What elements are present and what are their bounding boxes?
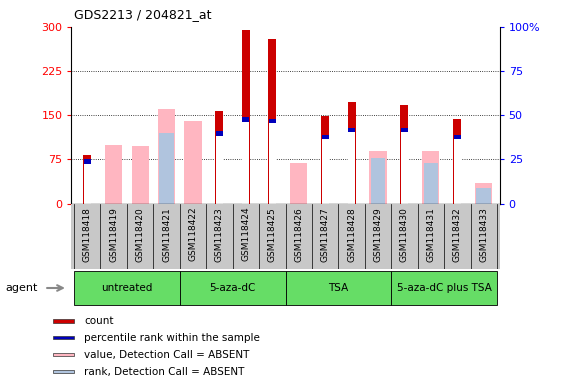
Text: 5-aza-dC: 5-aza-dC — [210, 283, 256, 293]
Bar — [84, 164, 91, 204]
Text: GSM118425: GSM118425 — [268, 207, 277, 262]
Text: GSM118422: GSM118422 — [188, 207, 198, 262]
Text: rank, Detection Call = ABSENT: rank, Detection Call = ABSENT — [84, 367, 244, 377]
Bar — [475, 183, 492, 204]
Text: GSM118420: GSM118420 — [135, 207, 144, 262]
Text: untreated: untreated — [101, 283, 152, 293]
Bar — [401, 132, 408, 204]
Bar — [84, 159, 91, 204]
Bar — [105, 145, 122, 204]
Bar — [453, 119, 461, 204]
Bar — [401, 127, 408, 204]
Text: GSM118431: GSM118431 — [427, 207, 436, 262]
Text: GSM118430: GSM118430 — [400, 207, 409, 262]
Bar — [243, 122, 249, 204]
FancyBboxPatch shape — [286, 271, 391, 305]
Bar — [269, 119, 276, 204]
Text: GSM118426: GSM118426 — [294, 207, 303, 262]
FancyBboxPatch shape — [391, 271, 497, 305]
Text: GSM118421: GSM118421 — [162, 207, 171, 262]
Bar — [424, 163, 438, 204]
Bar — [216, 136, 223, 204]
Bar — [290, 164, 307, 204]
Bar — [322, 135, 328, 204]
FancyBboxPatch shape — [74, 271, 180, 305]
Bar — [423, 151, 440, 204]
Bar — [216, 131, 223, 204]
Bar — [243, 117, 249, 204]
Text: agent: agent — [6, 283, 38, 293]
Bar — [454, 135, 461, 204]
Text: GSM118424: GSM118424 — [242, 207, 250, 262]
Text: GSM118427: GSM118427 — [321, 207, 329, 262]
Bar — [348, 132, 355, 204]
Text: percentile rank within the sample: percentile rank within the sample — [84, 333, 260, 343]
Bar — [159, 133, 174, 204]
Bar — [53, 353, 74, 356]
Bar — [476, 188, 491, 204]
Bar — [400, 104, 408, 204]
Bar — [348, 102, 356, 204]
Text: GSM118423: GSM118423 — [215, 207, 224, 262]
Text: value, Detection Call = ABSENT: value, Detection Call = ABSENT — [84, 350, 250, 360]
Bar — [322, 139, 328, 204]
Text: GSM118419: GSM118419 — [109, 207, 118, 262]
Bar — [53, 370, 74, 373]
Bar — [215, 111, 223, 204]
Bar — [158, 109, 175, 204]
Bar — [369, 151, 387, 204]
Bar — [321, 116, 329, 204]
Bar — [184, 121, 202, 204]
Text: GSM118428: GSM118428 — [347, 207, 356, 262]
Bar — [131, 146, 148, 204]
Text: TSA: TSA — [328, 283, 348, 293]
Bar — [268, 39, 276, 204]
Bar — [454, 139, 461, 204]
Text: 5-aza-dC plus TSA: 5-aza-dC plus TSA — [397, 283, 492, 293]
Bar — [269, 123, 276, 204]
Text: count: count — [84, 316, 114, 326]
Bar — [53, 319, 74, 323]
Text: GDS2213 / 204821_at: GDS2213 / 204821_at — [74, 8, 211, 21]
Text: GSM118432: GSM118432 — [453, 207, 462, 262]
Bar — [83, 155, 91, 204]
Bar — [242, 30, 250, 204]
FancyBboxPatch shape — [180, 271, 286, 305]
Bar — [53, 336, 74, 339]
Text: GSM118433: GSM118433 — [479, 207, 488, 262]
Bar — [371, 157, 385, 204]
Text: GSM118418: GSM118418 — [83, 207, 92, 262]
Text: GSM118429: GSM118429 — [373, 207, 383, 262]
Bar — [348, 127, 355, 204]
